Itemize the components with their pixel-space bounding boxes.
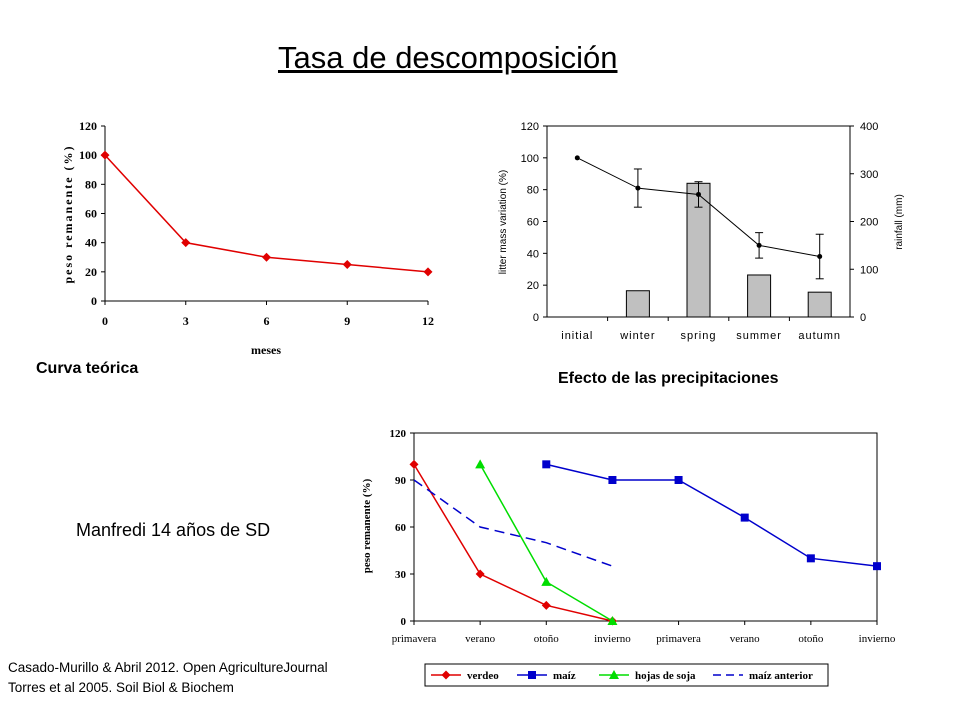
c3-y-tick-label: 90 — [395, 475, 407, 487]
c3-y-tick-label: 30 — [395, 569, 407, 581]
c1-x-tick-label: 6 — [264, 314, 270, 328]
c3-data-point-1 — [873, 562, 881, 571]
c2-x-tick-label: winter — [619, 330, 655, 342]
c1-x-tick-label: 9 — [344, 314, 350, 328]
c3-data-point-2 — [607, 616, 618, 625]
c3-data-point-2 — [475, 459, 486, 469]
c1-y-axis-label: peso remanente (%) — [61, 144, 75, 283]
c2-data-point — [817, 254, 823, 260]
c2-y-tick-label: 0 — [533, 312, 539, 324]
c3-legend-label: verdeo — [467, 670, 499, 682]
c2-x-tick-label: summer — [736, 330, 782, 342]
c2-x-tick-label: spring — [681, 330, 717, 342]
c3-plot-frame — [413, 432, 878, 622]
c2-y2-tick-label: 200 — [860, 217, 878, 229]
c3-y-tick-label: 60 — [395, 522, 407, 534]
c3-y-axis-label: peso remanente (%) — [361, 478, 373, 573]
c1-y-tick-label: 20 — [85, 265, 97, 279]
curva-teorica-caption: Curva teórica — [36, 360, 139, 377]
c2-rainfall-bar — [625, 290, 650, 318]
c2-y-tick-label: 20 — [527, 280, 539, 292]
c3-x-tick-label: otoño — [534, 633, 560, 645]
c1-y-tick-label: 80 — [85, 177, 97, 191]
c3-legend-label: hojas de soja — [635, 670, 696, 682]
c2-y2-tick-label: 0 — [860, 312, 866, 324]
c2-y2-axis-label: rainfall (mm) — [894, 194, 905, 250]
c3-series-line-3 — [413, 479, 613, 567]
c2-data-point — [696, 191, 701, 197]
c1-data-point — [342, 260, 352, 270]
c1-x-tick-label: 3 — [183, 314, 189, 328]
c3-legend-marker — [528, 671, 536, 679]
c3-x-tick-label: invierno — [594, 633, 631, 645]
c3-x-tick-label: primavera — [656, 633, 701, 645]
c3-x-tick-label: primavera — [392, 633, 437, 645]
c2-rainfall-bar — [747, 274, 772, 318]
c1-y-tick-label: 100 — [79, 148, 97, 162]
c1-data-point — [423, 267, 433, 277]
c3-legend-marker — [609, 670, 619, 679]
c3-y-tick-label: 120 — [390, 428, 407, 440]
c1-y-tick-label: 60 — [85, 207, 97, 221]
c3-data-point-0 — [409, 459, 419, 469]
c2-data-point — [756, 242, 762, 248]
c2-rainfall-bar — [807, 291, 832, 318]
reference-2: Torres et al 2005. Soil Biol & Biochem — [8, 680, 234, 695]
efecto-precipitaciones-caption: Efecto de las precipitaciones — [558, 370, 779, 387]
c2-y-axis-label: litter mass variation (%) — [498, 170, 509, 274]
c2-y-tick-label: 60 — [527, 217, 539, 229]
c1-data-point — [181, 238, 191, 248]
c2-y2-tick-label: 100 — [860, 264, 878, 276]
c3-data-point-1 — [674, 476, 683, 484]
c3-x-tick-label: verano — [465, 633, 495, 645]
c1-data-point — [100, 150, 110, 160]
c2-y-tick-label: 120 — [521, 121, 539, 133]
manfredi-caption: Manfredi 14 años de SD — [76, 520, 271, 540]
c1-x-tick-label: 0 — [102, 314, 108, 328]
c3-y-tick-label: 0 — [401, 616, 407, 628]
c2-y-tick-label: 80 — [527, 185, 539, 197]
c1-y-tick-label: 40 — [85, 236, 97, 250]
c1-y-tick-label: 0 — [91, 294, 97, 308]
c2-y2-tick-label: 400 — [860, 121, 878, 133]
c2-y-tick-label: 100 — [521, 153, 539, 165]
c3-series-line-0 — [413, 463, 613, 622]
c2-y-tick-label: 40 — [527, 248, 539, 260]
c3-x-tick-label: otoño — [798, 633, 824, 645]
c3-data-point-1 — [806, 554, 815, 563]
c1-data-point — [262, 252, 271, 262]
c1-y-tick-label: 120 — [79, 119, 97, 133]
c2-data-point — [574, 155, 580, 161]
c3-data-point-1 — [542, 460, 551, 469]
c3-x-tick-label: invierno — [859, 633, 896, 645]
c2-x-tick-label: initial — [561, 330, 593, 342]
c3-legend-label: maíz — [553, 670, 576, 682]
c2-y2-tick-label: 300 — [860, 169, 878, 181]
c2-data-point — [635, 185, 641, 191]
c2-x-tick-label: autumn — [798, 330, 841, 342]
c3-x-tick-label: verano — [730, 633, 760, 645]
c1-x-tick-label: 12 — [422, 314, 434, 328]
c3-legend-label: maíz anterior — [749, 670, 813, 682]
c3-series-line-1 — [546, 463, 878, 567]
c3-legend-marker — [441, 670, 451, 680]
slide-title: Tasa de descomposición — [278, 40, 618, 75]
c3-data-point-1 — [740, 513, 749, 522]
c3-data-point-1 — [608, 476, 617, 484]
c3-data-point-0 — [541, 600, 551, 610]
c3-data-point-2 — [541, 576, 552, 586]
c1-x-axis-label: meses — [251, 343, 281, 357]
c3-data-point-0 — [475, 569, 485, 579]
reference-1: Casado-Murillo & Abril 2012. Open Agricu… — [8, 660, 328, 675]
